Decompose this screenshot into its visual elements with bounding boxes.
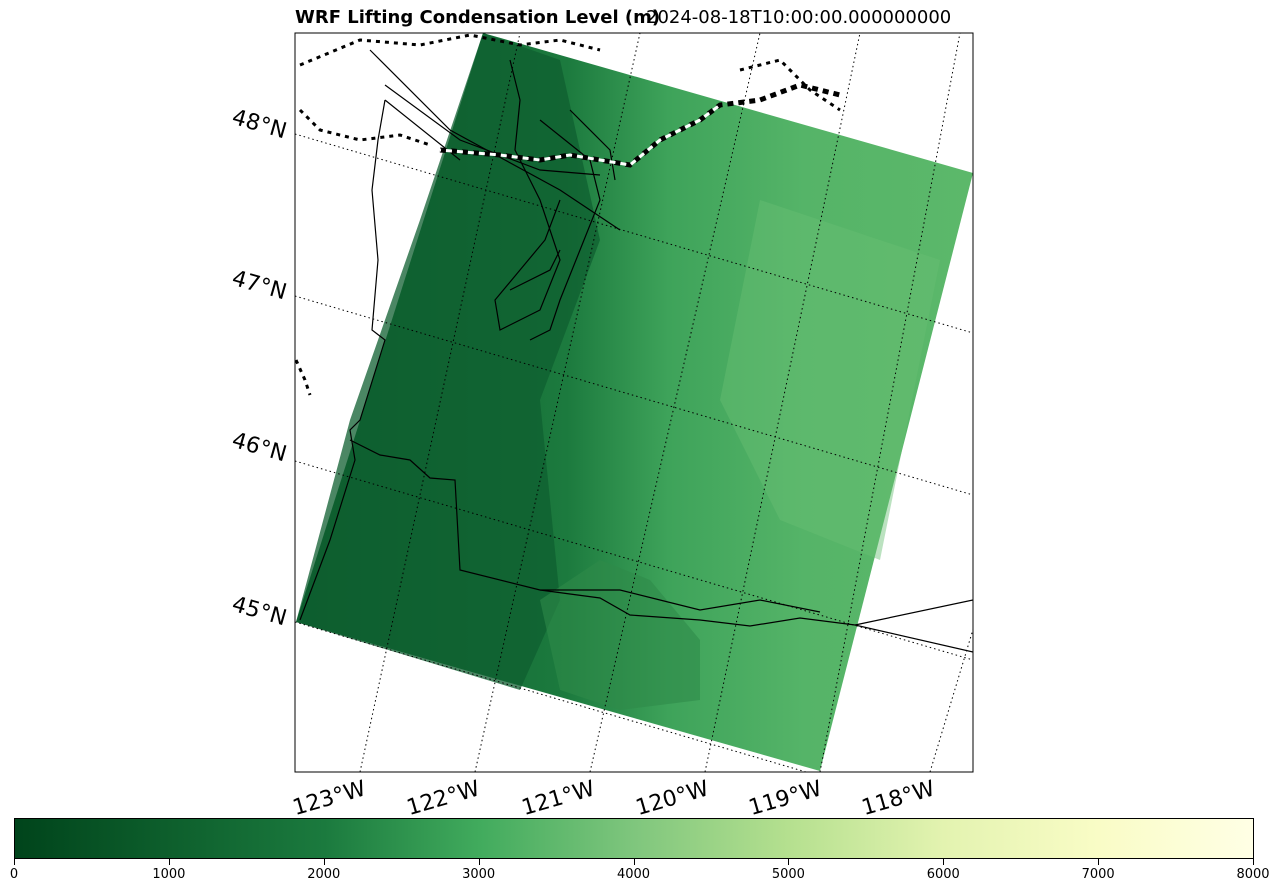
colorbar-tick bbox=[323, 859, 325, 865]
colorbar-tick-label: 8000 bbox=[1236, 867, 1270, 882]
northern-coast bbox=[299, 33, 601, 67]
colorbar-tick bbox=[478, 859, 480, 865]
colorbar-tick-label: 0 bbox=[9, 867, 19, 882]
international-border-white bbox=[439, 103, 721, 167]
international-border bbox=[439, 82, 841, 168]
island-coast-west bbox=[298, 108, 431, 147]
colorbar bbox=[14, 818, 1254, 859]
colorbar-tick bbox=[14, 859, 15, 865]
lcl-field-dark-west bbox=[296, 33, 600, 690]
colorbar-tick bbox=[943, 859, 945, 865]
lcl-field-south-mid bbox=[540, 560, 700, 710]
colorbar-tick-label: 7000 bbox=[1081, 867, 1115, 882]
map-timestamp: 2024-08-18T10:00:00.000000000 bbox=[646, 7, 952, 28]
lcl-field-east-light bbox=[720, 200, 940, 560]
colorbar-tick-label: 5000 bbox=[771, 867, 805, 882]
colorbar-tick-label: 2000 bbox=[307, 867, 341, 882]
map-frame bbox=[294, 32, 974, 773]
colorbar-tick bbox=[633, 859, 635, 865]
colorbar-tick-label: 4000 bbox=[616, 867, 651, 882]
colorbar-tick bbox=[788, 859, 790, 865]
island-coast-east bbox=[739, 58, 841, 112]
colorbar-tick bbox=[168, 859, 170, 865]
colorbar-tick bbox=[1098, 859, 1100, 865]
colorbar-tick bbox=[1253, 859, 1254, 865]
coastline bbox=[299, 59, 616, 621]
longitude-gridlines bbox=[359, 33, 973, 772]
coast-fragment-west bbox=[295, 359, 312, 396]
latitude-gridlines bbox=[295, 133, 973, 772]
colorbar-tick-label: 6000 bbox=[926, 867, 960, 882]
colorbar-tick-label: 1000 bbox=[152, 867, 186, 882]
map-title: WRF Lifting Condensation Level (m) bbox=[295, 7, 661, 28]
colorbar-tick-label: 3000 bbox=[462, 867, 496, 882]
